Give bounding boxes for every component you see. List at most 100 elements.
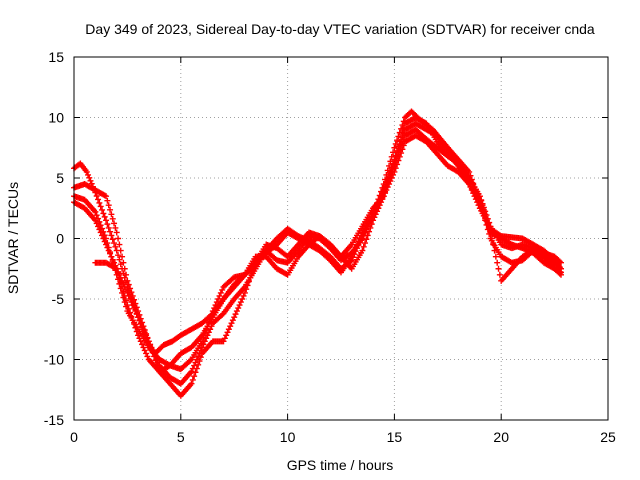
data-point <box>492 253 499 260</box>
data-point <box>115 268 122 275</box>
data-point <box>558 269 565 276</box>
data-point <box>93 192 100 199</box>
y-tick-label: -15 <box>44 412 64 428</box>
data-point <box>105 224 112 231</box>
data-point <box>240 292 247 299</box>
data-point <box>363 236 370 243</box>
data-point <box>129 302 136 309</box>
data-point <box>362 229 369 236</box>
data-point <box>391 156 398 163</box>
data-point <box>128 299 135 306</box>
data-point <box>100 228 107 235</box>
data-point <box>101 232 108 239</box>
data-point <box>241 289 248 296</box>
x-tick-label: 0 <box>70 429 78 445</box>
data-point <box>236 302 243 309</box>
data-point <box>121 265 128 272</box>
data-point <box>97 222 104 229</box>
data-point <box>120 294 127 301</box>
data-point <box>225 326 232 333</box>
y-tick-label: 10 <box>48 110 64 126</box>
data-point <box>229 317 236 324</box>
data-point <box>189 376 196 383</box>
data-point <box>128 289 135 296</box>
data-point <box>386 175 393 181</box>
data-point <box>375 205 382 212</box>
data-point <box>223 332 230 339</box>
data-point <box>137 320 144 327</box>
y-tick-label: 5 <box>56 170 64 186</box>
data-point <box>97 203 104 210</box>
y-axis-label: SDTVAR / TECUs <box>5 182 21 294</box>
data-point <box>140 326 147 333</box>
data-point <box>378 199 385 206</box>
data-point <box>207 326 214 333</box>
data-point <box>494 259 501 266</box>
data-point <box>390 161 397 168</box>
data-point <box>95 215 102 222</box>
data-point <box>140 344 147 351</box>
data-point <box>143 350 150 357</box>
data-point <box>201 330 208 337</box>
data-point <box>224 329 231 336</box>
series-track-5 <box>92 114 565 399</box>
data-point <box>371 214 378 221</box>
data-point <box>360 243 367 250</box>
x-tick-label: 25 <box>600 429 616 445</box>
data-point <box>231 314 238 321</box>
y-tick-label: -5 <box>52 291 65 307</box>
data-point <box>115 252 122 259</box>
x-tick-label: 5 <box>177 429 185 445</box>
data-point <box>213 299 220 306</box>
data-point <box>125 281 132 288</box>
data-point <box>115 235 122 242</box>
axis-ticks: 0 5 10 15 20 25 -15 -10 -5 0 5 10 15 <box>44 49 616 445</box>
data-point <box>359 247 366 254</box>
data-point <box>480 206 487 213</box>
data-point <box>211 305 218 312</box>
data-point <box>394 147 401 154</box>
data-point <box>109 258 116 265</box>
data-point <box>392 152 399 159</box>
data-point <box>372 211 379 218</box>
data-point <box>117 285 124 292</box>
data-point <box>364 232 371 239</box>
data-point <box>99 225 106 232</box>
data-point <box>197 354 204 361</box>
data-point <box>148 345 155 352</box>
data-point <box>382 188 389 195</box>
data-point <box>366 228 373 235</box>
data-point <box>199 338 206 345</box>
data-point <box>103 193 110 200</box>
data-point <box>93 212 100 219</box>
data-point <box>143 332 150 339</box>
data-point <box>200 334 207 341</box>
data-point <box>384 179 391 186</box>
data-point <box>112 224 119 231</box>
data-point <box>482 211 489 218</box>
data-point <box>191 373 198 380</box>
data-point <box>395 143 402 150</box>
data-point <box>99 206 106 213</box>
data-point <box>359 235 366 242</box>
y-tick-label: 0 <box>56 231 64 247</box>
data-point <box>249 267 256 274</box>
data-point <box>235 305 242 312</box>
data-points <box>71 108 565 399</box>
data-point <box>486 224 493 231</box>
data-point <box>380 193 387 200</box>
data-point <box>137 338 144 345</box>
data-point <box>152 357 159 364</box>
data-point <box>387 170 394 177</box>
data-point <box>396 138 403 145</box>
data-point <box>556 268 563 275</box>
data-point <box>141 329 148 336</box>
data-point <box>109 236 116 243</box>
data-point <box>87 177 94 184</box>
y-tick-label: -10 <box>44 352 64 368</box>
data-point <box>398 134 405 141</box>
data-point <box>490 241 497 248</box>
data-point <box>147 342 154 349</box>
data-point <box>244 282 251 289</box>
data-point <box>379 196 386 203</box>
